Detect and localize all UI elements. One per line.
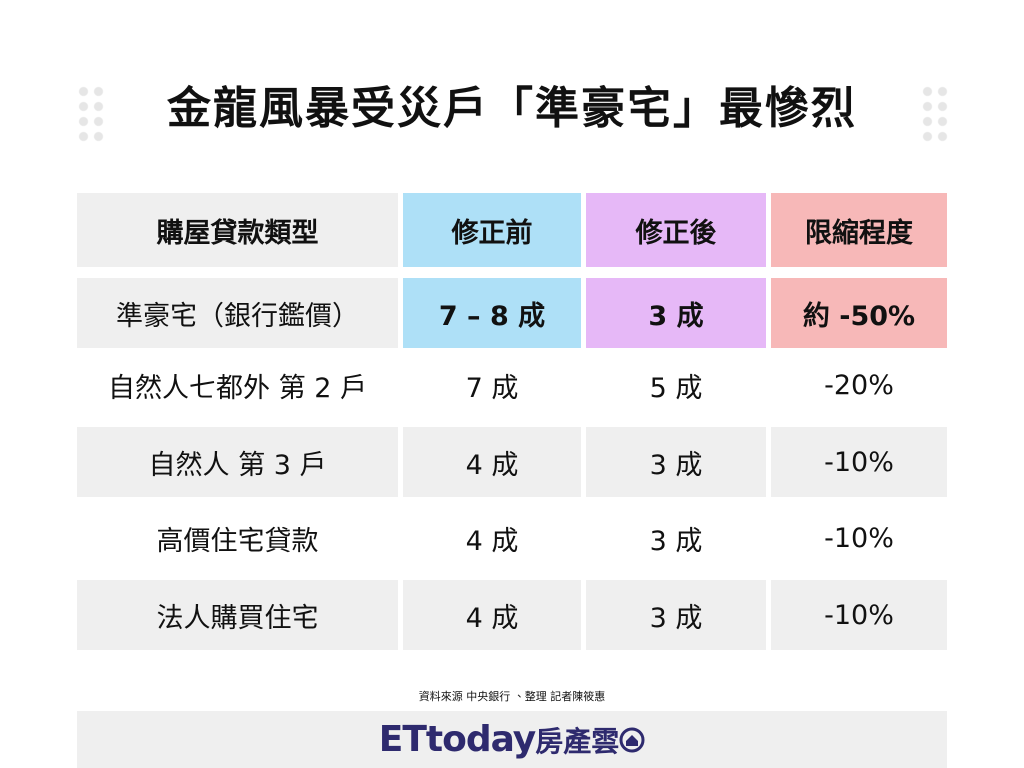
table-cell: -10% xyxy=(771,427,947,497)
header-cell: 限縮程度 xyxy=(771,193,947,267)
title: 金龍風暴受災戶「準豪宅」最慘烈 xyxy=(167,83,857,134)
table-cell: 3 成 xyxy=(586,503,766,573)
table-cell: 7 成 xyxy=(403,350,581,420)
table-cell: 3 成 xyxy=(586,427,766,497)
table-cell: 4 成 xyxy=(403,580,581,650)
logo-suffix: 房產雲 xyxy=(535,724,620,758)
table-cell: -10% xyxy=(771,580,947,650)
table-cell: 5 成 xyxy=(586,350,766,420)
table-cell: 4 成 xyxy=(403,427,581,497)
table-cell: 4 成 xyxy=(403,503,581,573)
table-cell: 自然人七都外 第 2 戶 xyxy=(77,350,398,420)
table-cell: 3 成 xyxy=(586,580,766,650)
table-cell: -10% xyxy=(771,503,947,573)
table-cell: -20% xyxy=(771,350,947,420)
table-cell: 高價住宅貸款 xyxy=(77,503,398,573)
footer-logo: ETtoday 房產雲 xyxy=(77,711,947,768)
table-cell: 準豪宅（銀行鑑價） xyxy=(77,278,398,348)
header-cell: 修正前 xyxy=(403,193,581,267)
table-cell: 法人購買住宅 xyxy=(77,580,398,650)
decoration xyxy=(920,84,950,144)
table-cell: 約 -50% xyxy=(771,278,947,348)
decoration xyxy=(76,84,106,144)
header-cell: 修正後 xyxy=(586,193,766,267)
table-cell: 7 – 8 成 xyxy=(403,278,581,348)
table-cell: 自然人 第 3 戶 xyxy=(77,427,398,497)
logo-icon xyxy=(619,727,645,752)
table-cell: 3 成 xyxy=(586,278,766,348)
source: 資料來源 中央銀行 、整理 記者陳筱惠 xyxy=(418,690,606,703)
logo-brand: ETtoday xyxy=(378,719,537,760)
header-cell: 購屋貸款類型 xyxy=(77,193,398,267)
